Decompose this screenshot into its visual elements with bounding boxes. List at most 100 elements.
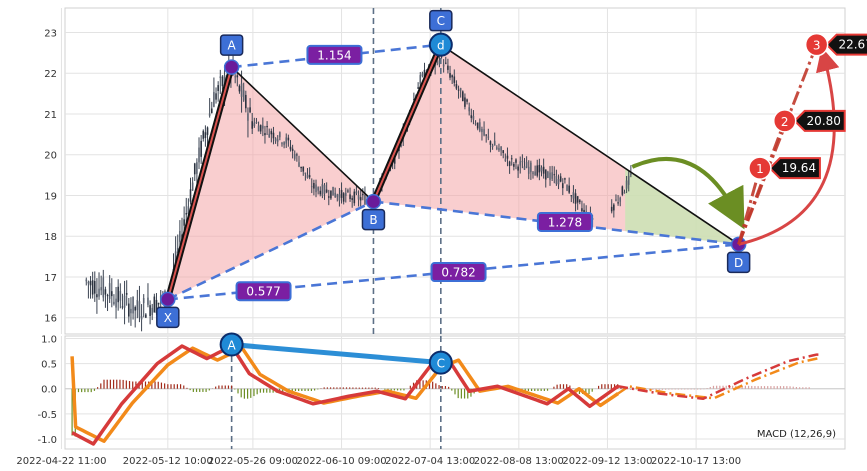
candle-body xyxy=(615,199,617,201)
target-number: 2 xyxy=(781,115,789,129)
candle-body xyxy=(128,303,130,317)
candle-body xyxy=(459,88,462,91)
macd-tick-label: 1.0 xyxy=(41,335,57,346)
candle-body xyxy=(85,279,88,282)
candle-body xyxy=(134,306,136,311)
candle-body xyxy=(276,139,279,142)
candle-body xyxy=(221,76,224,87)
d-marker-circle xyxy=(428,32,453,57)
candle-body xyxy=(468,107,470,112)
candle-body xyxy=(462,91,464,102)
candle-body xyxy=(613,204,615,211)
ab-edge xyxy=(231,66,375,203)
x-tick-label: 2022-10-17 13:00 xyxy=(651,456,741,467)
candle-body xyxy=(323,185,326,194)
candle-body xyxy=(481,129,483,133)
candle-body xyxy=(336,194,339,198)
candle-body xyxy=(542,166,545,174)
candle-body xyxy=(449,73,451,78)
candle-body xyxy=(610,206,613,212)
candle-body xyxy=(579,200,581,203)
candle-body xyxy=(345,192,347,196)
candle-body xyxy=(272,132,275,139)
candle-body xyxy=(340,189,343,198)
price-tick-label: 23 xyxy=(44,28,57,39)
candle-body xyxy=(87,281,90,284)
point-badge-c xyxy=(429,9,453,32)
candle-body xyxy=(444,62,447,64)
candle-body xyxy=(153,296,156,313)
candle-body xyxy=(183,219,185,226)
candle-body xyxy=(100,287,102,291)
candle-body xyxy=(196,162,198,174)
ratio-value: 1.154 xyxy=(317,48,351,62)
candle-body xyxy=(564,178,566,180)
candle-body xyxy=(442,64,445,67)
candle-body xyxy=(621,186,624,195)
candle-body xyxy=(242,90,245,101)
candle-body xyxy=(204,132,207,138)
candle-body xyxy=(491,145,494,147)
pivot-dot-b xyxy=(365,193,382,210)
candle-body xyxy=(157,302,160,305)
candle-body xyxy=(479,122,481,131)
candle-body xyxy=(121,306,124,308)
candle-body xyxy=(506,155,509,159)
target-circle xyxy=(804,32,829,57)
candle-body xyxy=(555,176,558,185)
candle-body xyxy=(96,294,98,298)
candle-body xyxy=(500,146,502,151)
candle-body xyxy=(487,136,490,138)
candle-body xyxy=(253,122,256,127)
x-tick-label: 2022-06-10 09:00 xyxy=(296,456,386,467)
candle-body xyxy=(347,190,349,192)
candle-body xyxy=(251,121,253,129)
projection-arrow xyxy=(631,157,745,230)
candle-body xyxy=(89,280,92,286)
target-value-flag xyxy=(793,109,846,132)
candle-body xyxy=(413,99,415,101)
pivot-dot-a xyxy=(223,59,240,75)
ratio-badge xyxy=(306,44,363,65)
candle-body xyxy=(489,141,492,145)
candle-body xyxy=(130,308,132,314)
candle-body xyxy=(319,190,322,195)
impulse-leg xyxy=(166,66,233,300)
candle-body xyxy=(576,196,579,203)
candle-body xyxy=(313,183,315,189)
candle-body xyxy=(268,133,271,138)
candle-body xyxy=(304,172,307,174)
candle-body xyxy=(321,184,324,197)
candle-body xyxy=(330,190,332,199)
candle-body xyxy=(623,192,626,194)
price-tick-label: 16 xyxy=(44,314,57,325)
candle-body xyxy=(561,183,564,189)
candle-body xyxy=(515,159,517,163)
candle-body xyxy=(483,129,485,136)
candle-body xyxy=(496,147,498,149)
candle-body xyxy=(540,167,543,172)
target-circle xyxy=(748,156,772,180)
candle-body xyxy=(98,288,100,297)
macd-tick-label: -1.0 xyxy=(37,435,57,446)
candle-body xyxy=(544,169,547,180)
candle-body xyxy=(625,180,628,189)
candle-body xyxy=(419,75,422,84)
candle-body xyxy=(530,162,532,173)
candle-body xyxy=(147,297,149,305)
candle-body xyxy=(142,298,145,304)
candle-body xyxy=(102,277,105,298)
candle-body xyxy=(174,251,177,264)
candle-body xyxy=(400,144,402,147)
candle-body xyxy=(274,138,277,142)
candle-body xyxy=(198,147,200,163)
candle-body xyxy=(553,174,556,176)
candle-body xyxy=(566,185,568,191)
candle-body xyxy=(536,165,539,176)
candle-body xyxy=(581,208,583,212)
candle-body xyxy=(521,161,524,163)
macd-tick-label: 0.0 xyxy=(41,385,57,396)
candle-body xyxy=(353,191,356,204)
candle-body xyxy=(457,89,460,91)
